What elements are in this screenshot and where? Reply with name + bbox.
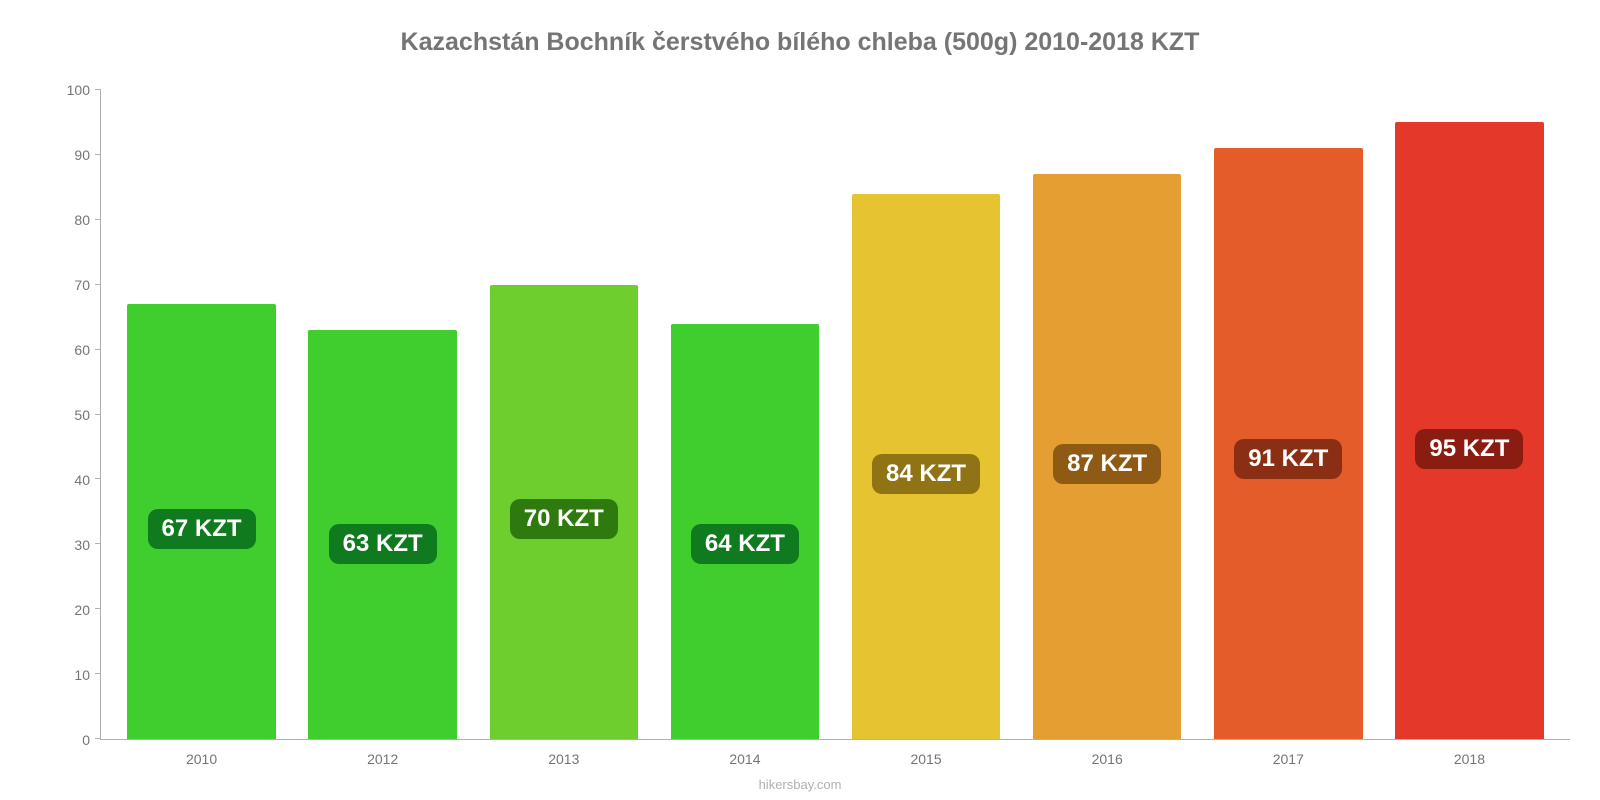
bar-slot: 91 KZT2017 [1198, 90, 1379, 739]
bars-area: 67 KZT201063 KZT201270 KZT201364 KZT2014… [101, 90, 1570, 739]
bar-slot: 84 KZT2015 [836, 90, 1017, 739]
bar: 95 KZT [1395, 122, 1544, 739]
y-tick-mark [95, 608, 101, 609]
y-tick-label: 70 [74, 277, 90, 293]
y-tick-label: 40 [74, 472, 90, 488]
bar: 91 KZT [1214, 148, 1363, 739]
y-tick-mark [95, 673, 101, 674]
chart-title: Kazachstán Bochník čerstvého bílého chle… [0, 0, 1600, 57]
value-label: 70 KZT [510, 499, 618, 539]
bar: 64 KZT [671, 324, 820, 739]
y-axis: 0102030405060708090100 [60, 90, 100, 740]
x-axis-label: 2017 [1273, 751, 1304, 767]
bar-slot: 70 KZT2013 [473, 90, 654, 739]
y-tick-label: 90 [74, 147, 90, 163]
x-axis-label: 2013 [548, 751, 579, 767]
bar-slot: 95 KZT2018 [1379, 90, 1560, 739]
plot-area: 67 KZT201063 KZT201270 KZT201364 KZT2014… [100, 90, 1570, 740]
source-label: hikersbay.com [0, 777, 1600, 792]
value-label: 91 KZT [1234, 439, 1342, 479]
x-axis-label: 2015 [910, 751, 941, 767]
bar: 63 KZT [308, 330, 457, 739]
bar-slot: 64 KZT2014 [654, 90, 835, 739]
y-tick-label: 60 [74, 342, 90, 358]
bar: 70 KZT [490, 285, 639, 739]
y-tick-mark [95, 543, 101, 544]
x-axis-label: 2012 [367, 751, 398, 767]
y-tick-label: 100 [67, 82, 90, 98]
x-axis-label: 2010 [186, 751, 217, 767]
y-tick-label: 20 [74, 602, 90, 618]
value-label: 67 KZT [148, 509, 256, 549]
y-tick-label: 10 [74, 667, 90, 683]
bar-slot: 87 KZT2016 [1017, 90, 1198, 739]
value-label: 87 KZT [1053, 444, 1161, 484]
x-axis-label: 2016 [1092, 751, 1123, 767]
y-tick-mark [95, 414, 101, 415]
x-axis-label: 2018 [1454, 751, 1485, 767]
chart-container: 0102030405060708090100 67 KZT201063 KZT2… [60, 90, 1570, 740]
y-tick-mark [95, 154, 101, 155]
y-tick-mark [95, 349, 101, 350]
bar: 84 KZT [852, 194, 1001, 739]
y-tick-mark [95, 219, 101, 220]
y-tick-mark [95, 284, 101, 285]
y-tick-label: 30 [74, 537, 90, 553]
y-tick-mark [95, 738, 101, 739]
bar-slot: 67 KZT2010 [111, 90, 292, 739]
y-tick-label: 0 [82, 732, 90, 748]
value-label: 95 KZT [1415, 429, 1523, 469]
y-tick-mark [95, 89, 101, 90]
y-tick-label: 50 [74, 407, 90, 423]
value-label: 64 KZT [691, 524, 799, 564]
y-tick-mark [95, 478, 101, 479]
bar-slot: 63 KZT2012 [292, 90, 473, 739]
bar: 67 KZT [127, 304, 276, 739]
value-label: 63 KZT [329, 524, 437, 564]
x-axis-label: 2014 [729, 751, 760, 767]
y-tick-label: 80 [74, 212, 90, 228]
value-label: 84 KZT [872, 454, 980, 494]
bar: 87 KZT [1033, 174, 1182, 739]
